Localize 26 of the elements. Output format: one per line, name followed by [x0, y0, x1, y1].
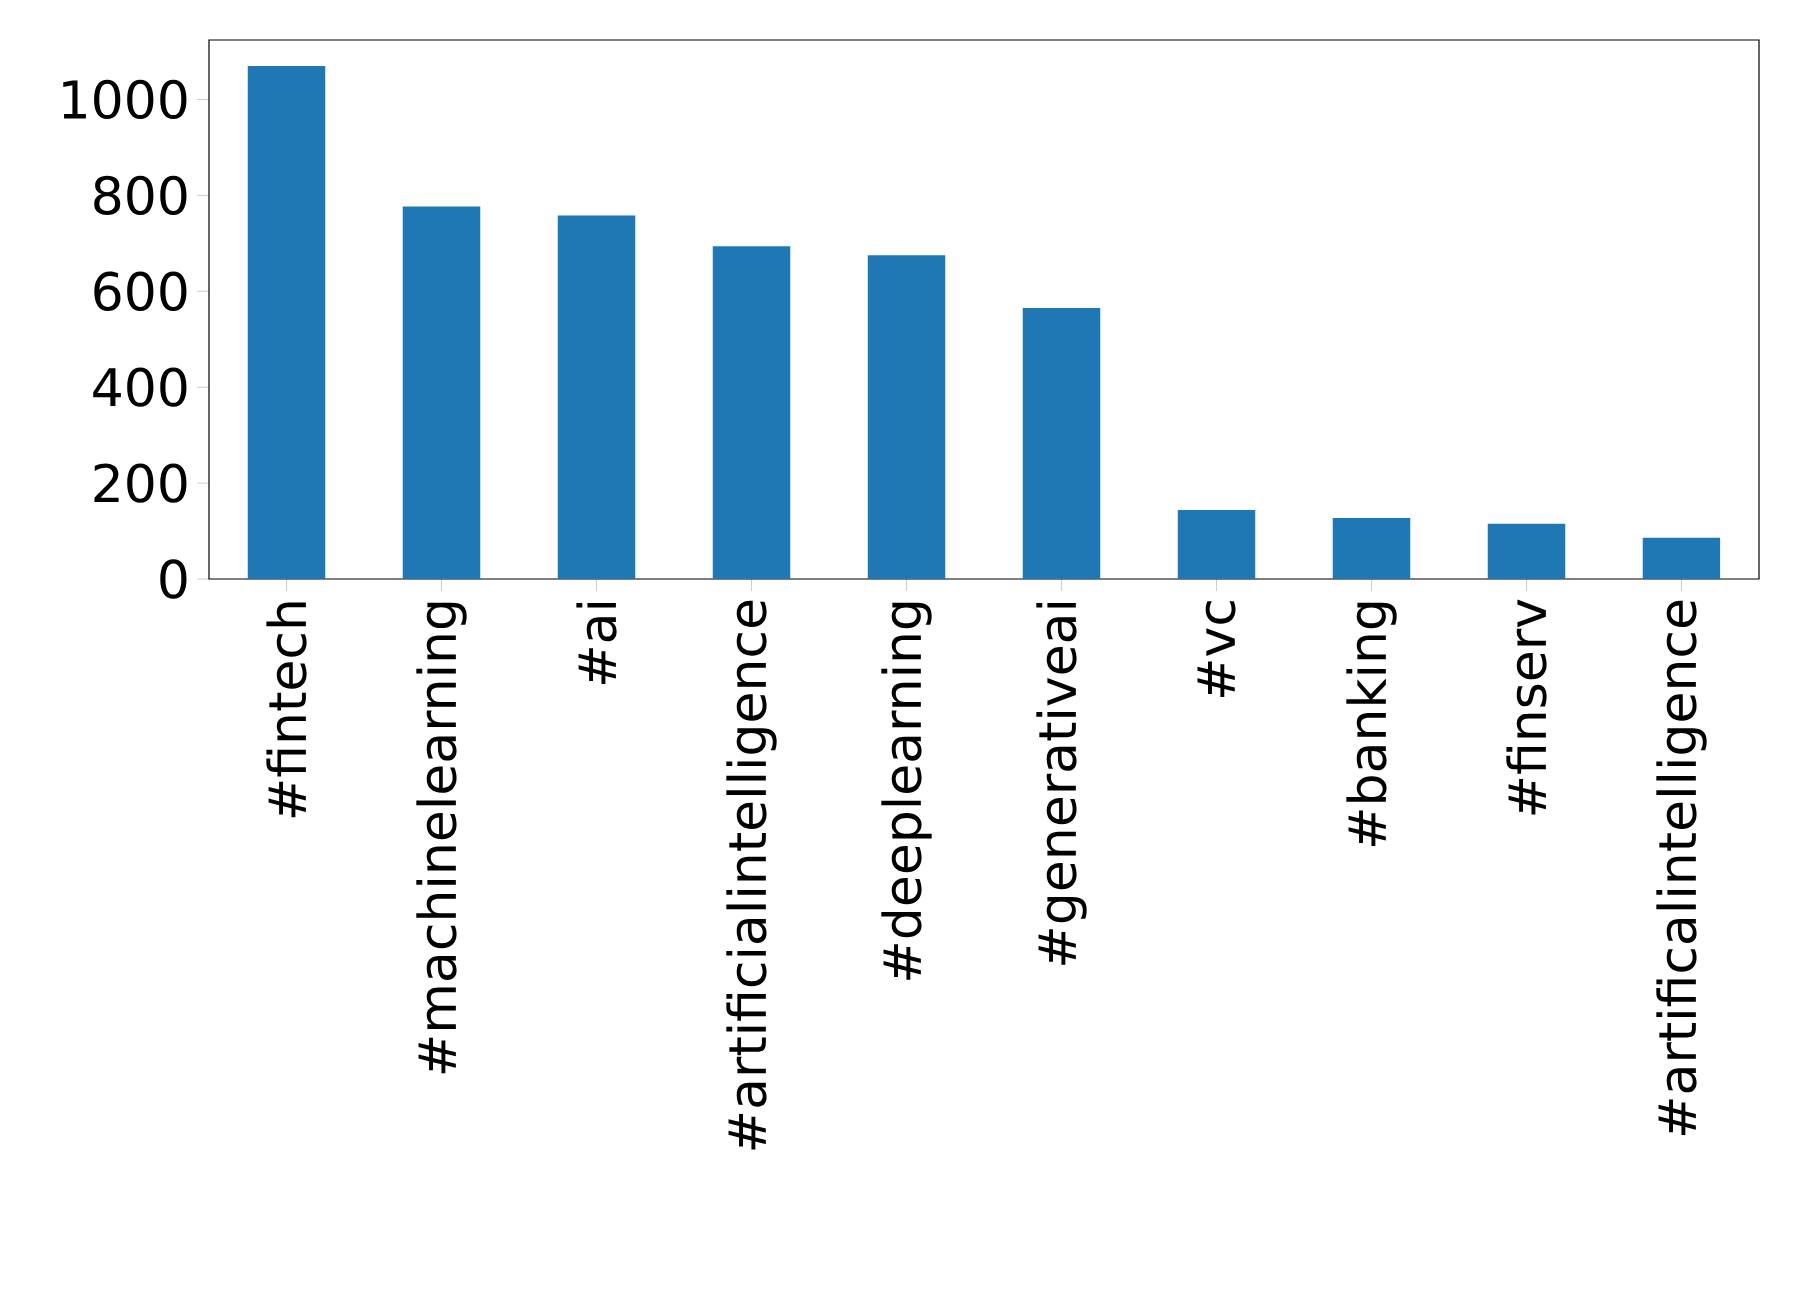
x-tick-label: #generativeai: [1036, 602, 1087, 965]
x-tick-label: #artificialintelligence: [726, 600, 777, 1150]
bar: [1332, 518, 1411, 579]
bar: [247, 65, 326, 579]
bar: [867, 255, 946, 579]
x-tick-label: #fintech: [266, 602, 307, 818]
x-tick-label: #ai: [576, 602, 617, 684]
x-tick-label: #finserv: [1506, 599, 1547, 815]
x-tick-label: #banking: [1346, 602, 1397, 846]
y-tick-label: 400: [93, 367, 187, 407]
y-tick-label: 0: [160, 559, 187, 599]
bar: [557, 215, 636, 579]
x-tick-label: #vc: [1197, 601, 1236, 697]
bar: [1642, 537, 1721, 579]
x-tick-label: #machinelearning: [416, 602, 467, 1074]
y-tick-label: 800: [94, 175, 187, 216]
bar: [1022, 308, 1101, 579]
bar: [1487, 523, 1566, 579]
y-tick-label: 200: [94, 463, 187, 503]
x-tick-label: #artificalintelligence: [1656, 600, 1707, 1136]
bar: [402, 206, 481, 579]
y-tick-label: 600: [94, 271, 187, 311]
bar: [1177, 509, 1256, 579]
bar: [712, 246, 791, 579]
y-tick-label: 1000: [63, 79, 187, 120]
x-tick-label: #deeplearning: [881, 602, 932, 980]
